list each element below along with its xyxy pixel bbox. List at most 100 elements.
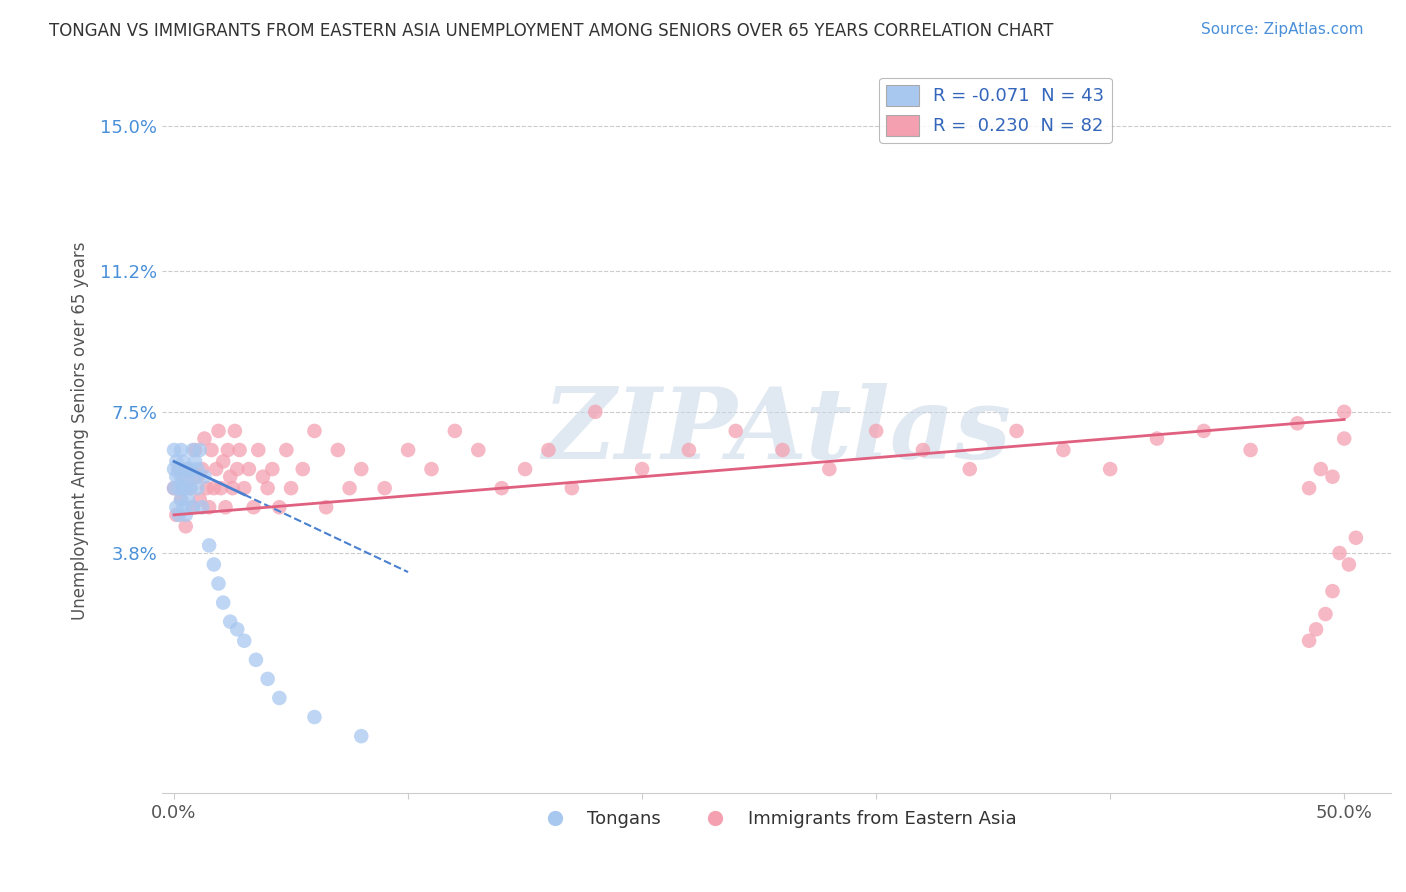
Point [561, 481, 583, 495]
Point [269, 500, 291, 515]
Point [198, 500, 221, 515]
Point [396, 442, 419, 457]
Point [163, 481, 186, 495]
Point [200, 442, 222, 457]
Point [177, 492, 200, 507]
Point [184, 454, 207, 468]
Point [202, 481, 225, 495]
Point [326, 442, 349, 457]
Point [170, 492, 193, 507]
Point [186, 462, 208, 476]
Point [1146, 432, 1168, 446]
Point [167, 462, 190, 476]
Point [772, 442, 794, 457]
Point [1344, 531, 1367, 545]
Point [165, 454, 187, 468]
Point [537, 442, 560, 457]
Text: Source: ZipAtlas.com: Source: ZipAtlas.com [1201, 22, 1364, 37]
Point [256, 672, 278, 686]
Point [186, 481, 208, 495]
Point [1322, 584, 1344, 599]
Point [818, 462, 841, 476]
Point [226, 462, 249, 476]
Point [467, 442, 489, 457]
Point [350, 729, 373, 743]
Point [242, 500, 264, 515]
Point [217, 442, 239, 457]
Point [172, 469, 194, 483]
Point [163, 481, 186, 495]
Point [233, 633, 256, 648]
Point [724, 424, 747, 438]
Point [165, 469, 187, 483]
Point [256, 481, 278, 495]
Legend: Tongans, Immigrants from Eastern Asia: Tongans, Immigrants from Eastern Asia [530, 803, 1024, 835]
Y-axis label: Unemployment Among Seniors over 65 years: Unemployment Among Seniors over 65 years [72, 242, 89, 620]
Point [174, 508, 197, 522]
Point [174, 519, 197, 533]
Point [163, 462, 186, 476]
Point [291, 462, 314, 476]
Point [420, 462, 443, 476]
Point [193, 469, 215, 483]
Point [165, 508, 187, 522]
Point [631, 462, 654, 476]
Point [238, 462, 260, 476]
Point [1192, 424, 1215, 438]
Point [170, 442, 193, 457]
Point [228, 442, 250, 457]
Point [181, 500, 204, 515]
Point [1322, 469, 1344, 483]
Point [1286, 417, 1309, 431]
Point [1333, 432, 1355, 446]
Point [179, 481, 201, 495]
Point [276, 442, 298, 457]
Point [1298, 633, 1320, 648]
Point [172, 481, 194, 495]
Point [181, 500, 204, 515]
Text: TONGAN VS IMMIGRANTS FROM EASTERN ASIA UNEMPLOYMENT AMONG SENIORS OVER 65 YEARS : TONGAN VS IMMIGRANTS FROM EASTERN ASIA U… [49, 22, 1053, 40]
Point [304, 710, 326, 724]
Point [219, 615, 242, 629]
Point [167, 481, 190, 495]
Point [195, 481, 218, 495]
Point [207, 424, 229, 438]
Point [191, 462, 214, 476]
Point [179, 462, 201, 476]
Point [188, 492, 211, 507]
Point [315, 500, 337, 515]
Point [1329, 546, 1351, 560]
Point [165, 500, 187, 515]
Point [174, 481, 197, 495]
Point [172, 454, 194, 468]
Point [233, 481, 256, 495]
Point [1315, 607, 1337, 621]
Point [247, 442, 270, 457]
Point [280, 481, 302, 495]
Point [174, 462, 197, 476]
Point [179, 481, 201, 495]
Point [1005, 424, 1028, 438]
Point [350, 462, 373, 476]
Point [1298, 481, 1320, 495]
Point [678, 442, 700, 457]
Point [219, 469, 242, 483]
Point [191, 500, 214, 515]
Point [181, 442, 204, 457]
Point [304, 424, 326, 438]
Point [188, 442, 211, 457]
Point [221, 481, 243, 495]
Point [252, 469, 274, 483]
Point [1052, 442, 1074, 457]
Point [491, 481, 513, 495]
Point [214, 500, 236, 515]
Point [245, 653, 267, 667]
Point [163, 442, 186, 457]
Point [184, 442, 207, 457]
Point [513, 462, 536, 476]
Point [1333, 405, 1355, 419]
Point [583, 405, 606, 419]
Point [911, 442, 934, 457]
Point [184, 469, 207, 483]
Text: ZIPAtlas: ZIPAtlas [543, 383, 1011, 479]
